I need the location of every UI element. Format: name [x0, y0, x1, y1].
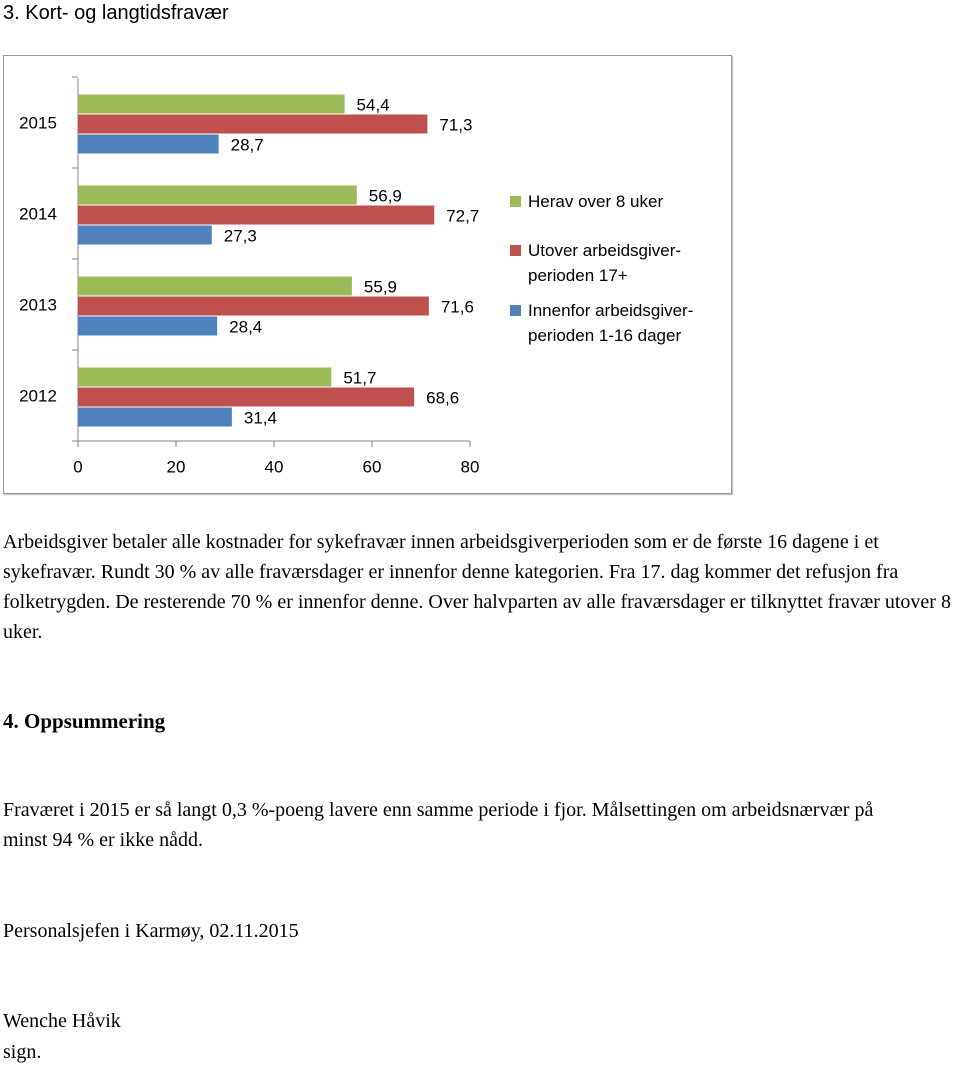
- section-heading: 3. Kort- og langtidsfravær: [3, 2, 229, 24]
- y-tick-label: 2012: [19, 386, 57, 405]
- legend-label: Innenfor arbeidsgiver-perioden 1-16 dage…: [528, 301, 694, 345]
- value-label: 56,9: [369, 186, 402, 205]
- bar: [78, 276, 352, 296]
- value-label: 71,6: [441, 297, 474, 316]
- signature-name: Wenche Håvik: [3, 1010, 121, 1032]
- bar: [78, 367, 332, 387]
- chart: 0 20 40 60 80 2012 31,4 68,6 51,7 2013 28,4 71,6 55,…: [3, 55, 732, 494]
- bar: [78, 225, 212, 245]
- legend-item: Herav over 8 uker: [510, 189, 700, 214]
- x-tick-label: 20: [167, 457, 186, 476]
- legend: Herav over 8 uker Utover arbeidsgiver-per…: [510, 189, 700, 358]
- x-tick-label: 60: [363, 457, 382, 476]
- legend-swatch: [510, 245, 521, 256]
- bar: [78, 94, 345, 114]
- value-label: 27,3: [224, 226, 257, 245]
- value-label: 28,7: [231, 135, 264, 154]
- paragraph: Arbeidsgiver betaler alle kostnader for …: [3, 531, 951, 643]
- x-tick-label: 0: [73, 457, 82, 476]
- legend-label: Herav over 8 uker: [528, 192, 664, 211]
- value-label: 54,4: [357, 95, 390, 114]
- value-label: 71,3: [439, 115, 472, 134]
- bar: [78, 316, 218, 336]
- signature-note: sign.: [3, 1041, 42, 1063]
- x-tick-label: 40: [265, 457, 284, 476]
- y-tick-label: 2013: [19, 295, 57, 314]
- bar: [78, 134, 219, 154]
- value-label: 31,4: [244, 408, 277, 427]
- value-label: 28,4: [229, 317, 262, 336]
- bar: [78, 387, 415, 407]
- signature-line: Personalsjefen i Karmøy, 02.11.2015: [3, 920, 299, 942]
- legend-swatch: [510, 305, 521, 316]
- paragraph: Fraværet i 2015 er så langt 0,3 %-poeng …: [3, 799, 874, 851]
- bar: [78, 185, 357, 205]
- value-label: 68,6: [426, 388, 459, 407]
- legend-label: Utover arbeidsgiver-perioden 17+: [528, 241, 682, 285]
- legend-item: Innenfor arbeidsgiver-perioden 1-16 dage…: [510, 298, 700, 348]
- bar: [78, 114, 428, 134]
- legend-item: Utover arbeidsgiver-perioden 17+: [510, 238, 700, 288]
- value-label: 51,7: [343, 368, 376, 387]
- section-heading: 4. Oppsummering: [3, 709, 166, 733]
- value-label: 72,7: [446, 206, 479, 225]
- y-tick-label: 2015: [19, 113, 57, 132]
- x-tick-label: 80: [461, 457, 480, 476]
- legend-swatch: [510, 196, 521, 207]
- value-label: 55,9: [364, 277, 397, 296]
- bar: [78, 296, 429, 316]
- bar: [78, 205, 435, 225]
- bar: [78, 407, 232, 427]
- y-tick-label: 2014: [19, 204, 57, 223]
